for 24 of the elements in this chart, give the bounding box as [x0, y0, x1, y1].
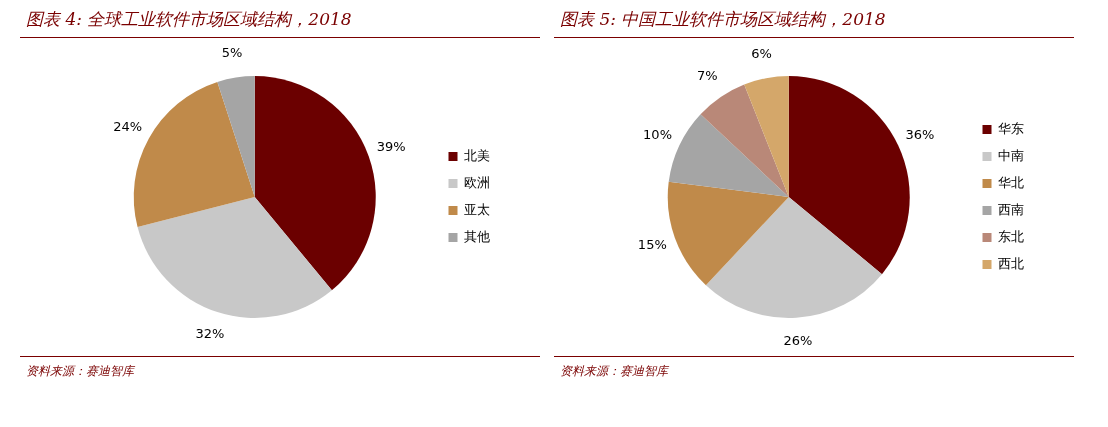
data-label: 24%	[113, 118, 143, 134]
text: 资料来源：赛迪智库	[20, 356, 540, 380]
chart-title: 图表 5: 中国工业软件市场区域结构，2018	[554, 8, 1074, 38]
legend-label: 北美	[464, 147, 490, 163]
data-label: 7%	[696, 68, 718, 84]
legend-label: 亚太	[464, 201, 490, 217]
legend-label: 华东	[998, 120, 1024, 136]
legend-label: 西北	[998, 255, 1024, 271]
data-label: 5%	[221, 45, 243, 61]
data-label: 39%	[376, 139, 406, 155]
legend-label: 华北	[998, 174, 1024, 190]
legend-label: 其他	[464, 228, 490, 244]
data-label: 15%	[637, 237, 667, 253]
legend-label: 东北	[998, 228, 1024, 244]
data-label: 32%	[195, 326, 225, 342]
text: 资料来源：赛迪智库	[554, 356, 1074, 380]
legend-label: 西南	[998, 201, 1024, 217]
data-label: 6%	[751, 45, 772, 61]
legend-label: 欧洲	[464, 174, 490, 190]
data-label: 26%	[783, 333, 813, 349]
chart-title: 图表 4: 全球工业软件市场区域结构，2018	[20, 8, 540, 38]
data-label: 10%	[643, 126, 672, 142]
data-label: 36%	[905, 126, 935, 142]
legend-label: 中南	[998, 147, 1024, 163]
